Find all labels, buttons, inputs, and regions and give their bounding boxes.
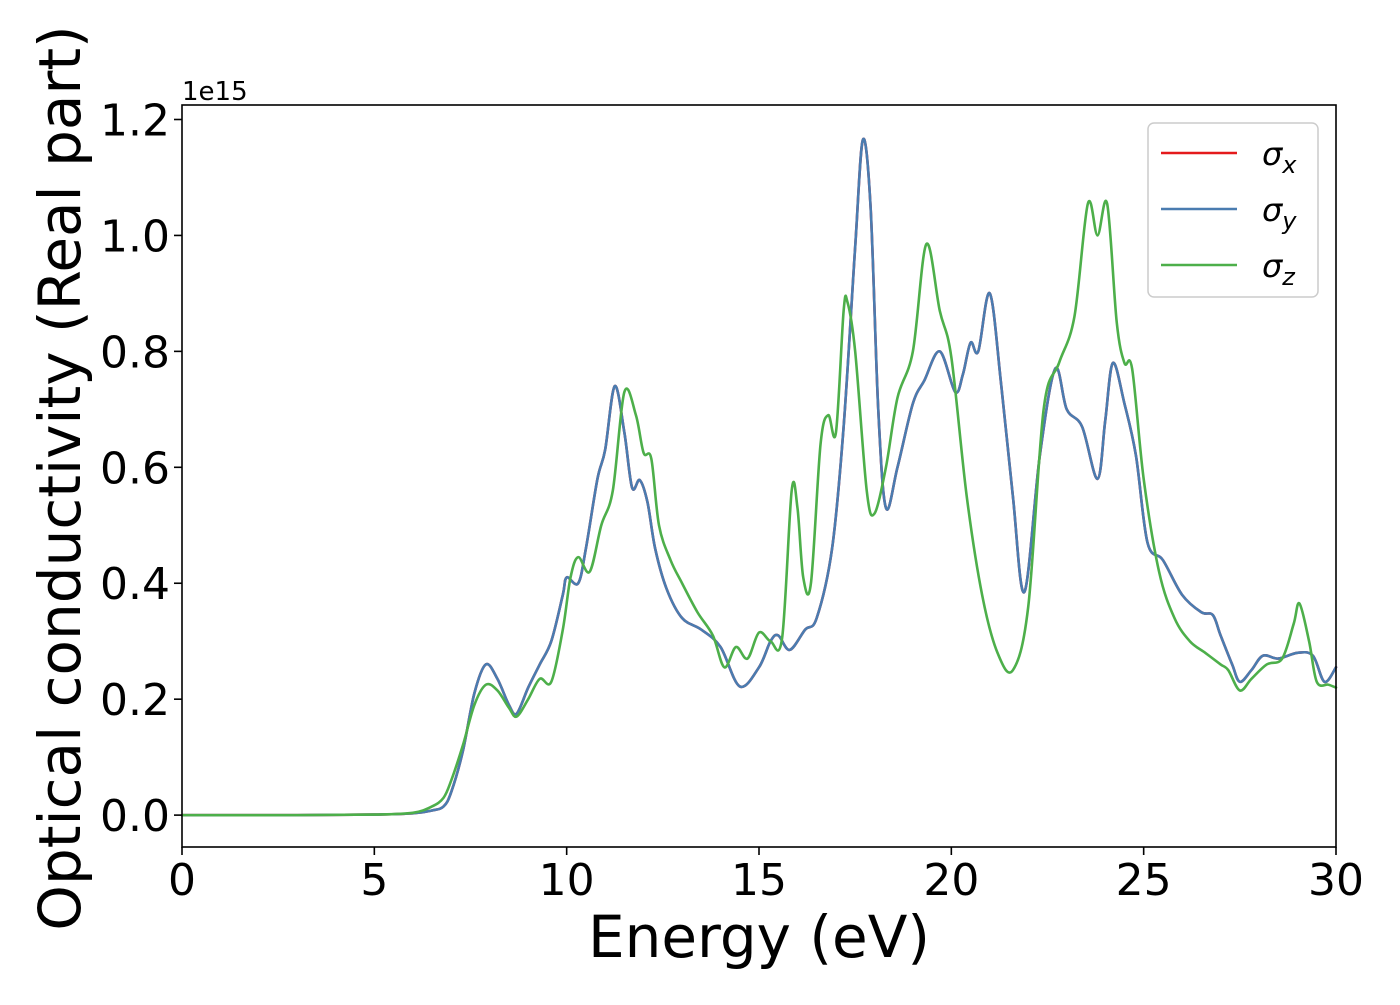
series-line-y bbox=[180, 137, 1338, 817]
x-tick-label: 5 bbox=[360, 855, 388, 906]
y-axis-offset-label: 1e15 bbox=[182, 77, 248, 107]
x-axis-label: Energy (eV) bbox=[588, 903, 930, 971]
y-tick-label: 0.4 bbox=[100, 559, 170, 610]
legend-subscript: y bbox=[1281, 207, 1297, 235]
y-tick-label: 0.8 bbox=[100, 327, 170, 378]
x-tick-label: 10 bbox=[539, 855, 595, 906]
x-tick-label: 20 bbox=[923, 855, 979, 906]
y-tick-label: 0.6 bbox=[100, 443, 170, 494]
y-axis-label: Optical conductivity (Real part) bbox=[26, 25, 94, 930]
y-tick-label: 1.0 bbox=[100, 211, 170, 262]
x-tick-label: 0 bbox=[168, 855, 196, 906]
x-tick-label: 15 bbox=[731, 855, 787, 906]
x-tick-label: 30 bbox=[1308, 855, 1364, 906]
y-tick-label: 0.2 bbox=[100, 675, 170, 726]
y-axis-ticks: 0.0 0.2 0.4 0.6 0.8 1.0 1.2 bbox=[100, 95, 182, 842]
x-tick-label: 25 bbox=[1116, 855, 1172, 906]
legend-subscript: x bbox=[1281, 151, 1297, 179]
y-tick-label: 1.2 bbox=[100, 95, 170, 146]
legend-subscript: z bbox=[1281, 263, 1296, 291]
series-line-z bbox=[180, 199, 1338, 817]
series-lines bbox=[180, 137, 1338, 817]
y-tick-label: 0.0 bbox=[100, 791, 170, 842]
x-axis-ticks: 0 5 10 15 20 25 30 bbox=[168, 847, 1364, 906]
